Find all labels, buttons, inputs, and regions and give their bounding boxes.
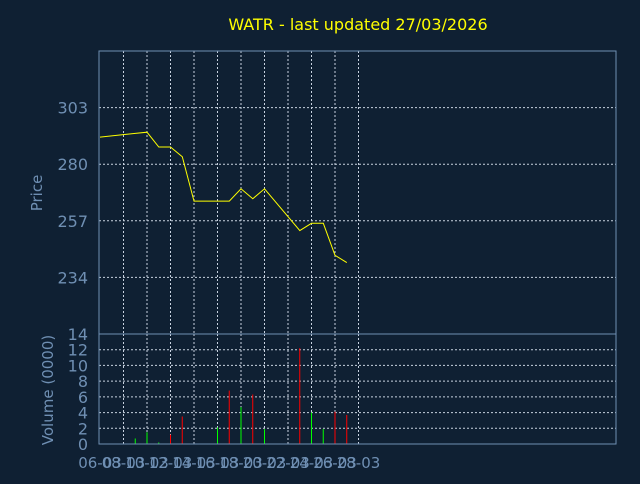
volume-tick-label: 12 [68, 341, 88, 360]
price-plot-frame [98, 50, 617, 335]
x-tick-label: 26-03 [313, 454, 357, 472]
x-tick-label: 24-03 [290, 454, 334, 472]
volume-tick-label: 14 [68, 325, 88, 344]
x-tick-label: 28-03 [337, 454, 381, 472]
price-tick-label: 234 [57, 268, 88, 287]
x-tick-label: 20-03 [243, 454, 287, 472]
x-tick-label: 10-03 [125, 454, 169, 472]
x-tick-label: 22-03 [266, 454, 310, 472]
volume-tick-label: 6 [78, 388, 88, 407]
price-tick-label: 257 [57, 212, 88, 231]
volume-tick-label: 8 [78, 372, 88, 391]
price-axis-label: Price [28, 175, 46, 212]
x-tick-label: 16-03 [196, 454, 240, 472]
x-tick-label: 06-03 [78, 454, 122, 472]
x-tick-label: 14-03 [172, 454, 216, 472]
volume-frame-overlay [98, 333, 617, 445]
x-tick-label: 12-03 [149, 454, 193, 472]
x-tick-label: 08-03 [102, 454, 146, 472]
price-frame-overlay [98, 50, 617, 335]
volume-plot-frame [98, 333, 617, 445]
volume-tick-label: 4 [78, 404, 88, 423]
volume-tick-label: 2 [78, 419, 88, 438]
x-tick-label: 18-03 [219, 454, 263, 472]
price-line [99, 131, 348, 264]
volume-tick-label: 10 [68, 356, 88, 375]
price-tick-label: 303 [57, 99, 88, 118]
price-tick-label: 280 [57, 155, 88, 174]
volume-tick-label: 0 [78, 435, 88, 454]
volume-axis-label: Volume (0000) [39, 335, 57, 445]
chart-title: WATR - last updated 27/03/2026 [228, 15, 487, 34]
